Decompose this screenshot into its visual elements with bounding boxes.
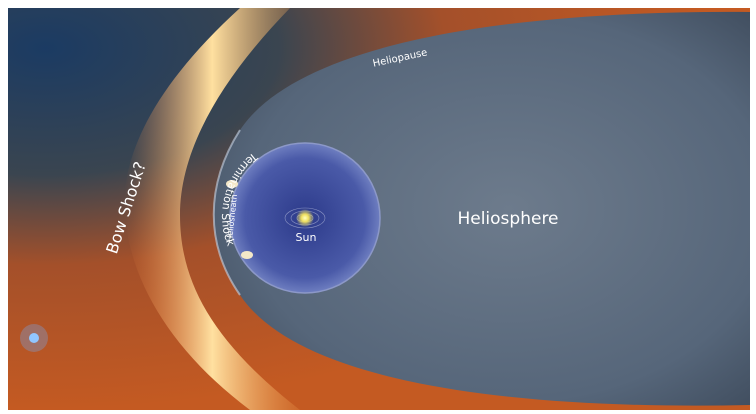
voyager-2 xyxy=(241,251,253,259)
heliopause-edge xyxy=(212,129,241,296)
star-glow xyxy=(20,324,48,352)
sun-label: Sun xyxy=(296,231,317,244)
heliosphere-body xyxy=(213,11,750,406)
heliosphere-label: Heliosphere xyxy=(457,209,558,229)
bow-shock-arc xyxy=(124,8,301,410)
star xyxy=(29,333,39,343)
voyager-1 xyxy=(226,180,238,188)
sun xyxy=(296,209,314,227)
